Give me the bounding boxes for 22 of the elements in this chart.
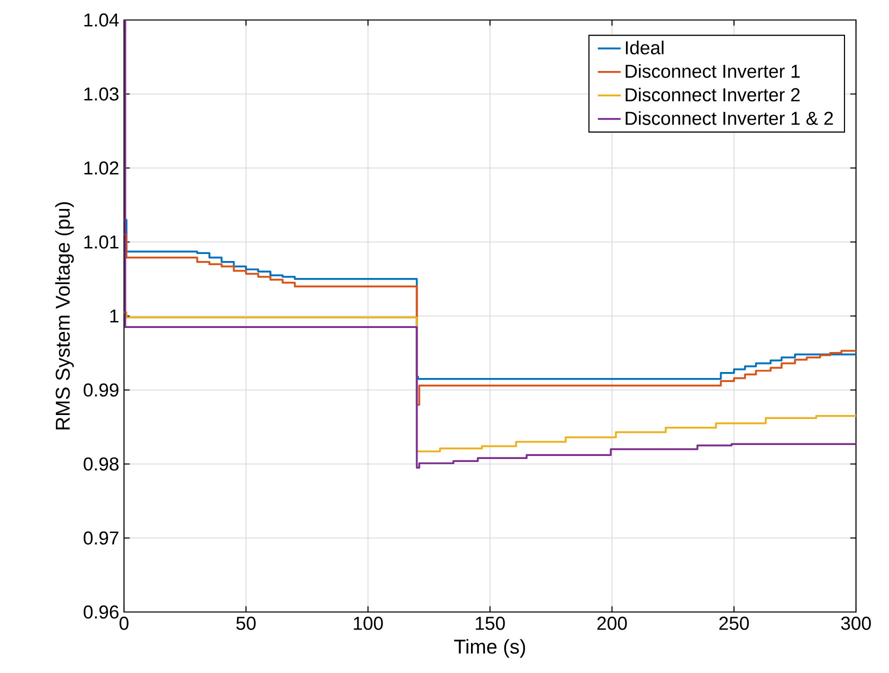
legend-label: Disconnect Inverter 1 & 2 — [626, 111, 833, 125]
y-tick-label: 0.97 — [84, 531, 118, 545]
y-tick-label: 0.96 — [84, 605, 118, 619]
legend-label: Disconnect Inverter 1 — [626, 64, 800, 78]
legend-label: Ideal — [626, 40, 664, 54]
x-tick-label: 150 — [476, 616, 505, 630]
y-tick-label: 1.03 — [84, 87, 118, 101]
y-tick-label: 1.02 — [84, 161, 118, 175]
y-tick-label: 0.98 — [84, 457, 118, 471]
legend-label: Disconnect Inverter 2 — [626, 88, 800, 102]
x-tick-label: 300 — [841, 616, 871, 630]
x-tick-label: 100 — [354, 616, 383, 630]
x-axis-title: Time (s) — [454, 639, 526, 658]
y-tick-label: 1 — [110, 310, 118, 322]
x-tick-label: 250 — [719, 616, 749, 630]
x-tick-label: 50 — [236, 616, 256, 630]
y-tick-label: 1.04 — [84, 13, 119, 27]
y-tick-label: 0.99 — [84, 383, 118, 397]
y-tick-label: 1.01 — [84, 235, 118, 249]
x-tick-label: 200 — [597, 616, 627, 630]
x-tick-label: 0 — [120, 616, 128, 630]
y-axis-title: RMS System Voltage (pu) — [55, 202, 74, 430]
